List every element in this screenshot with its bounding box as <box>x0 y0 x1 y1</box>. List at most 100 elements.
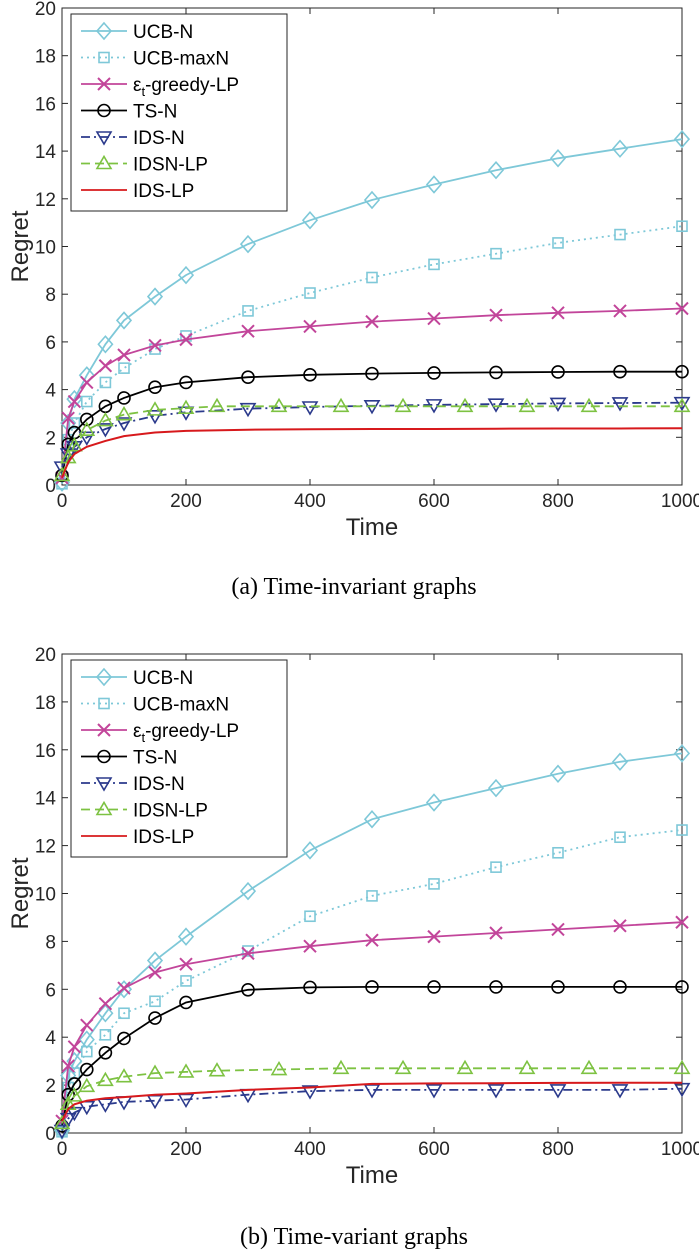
legend-label: IDS-LP <box>133 181 194 202</box>
data-point <box>177 1063 195 1078</box>
data-point <box>117 981 131 995</box>
legend-item-ids-n: IDS-N <box>81 128 185 149</box>
data-point <box>241 324 255 338</box>
legend-marker <box>97 77 111 91</box>
data-point <box>179 332 193 347</box>
data-point <box>115 406 133 421</box>
data-point <box>179 995 193 1010</box>
x-tick-label: 1000 <box>661 491 699 512</box>
legend-item-ucb-n: UCB-N <box>81 667 193 689</box>
x-tick-label: 200 <box>170 1139 202 1160</box>
data-point <box>177 265 195 285</box>
data-point <box>118 1007 130 1020</box>
data-point <box>179 957 193 971</box>
data-point <box>80 1018 94 1032</box>
data-point <box>613 919 627 933</box>
legend-item-ts-n: TS-N <box>81 102 177 123</box>
legend-label: TS-N <box>133 102 177 123</box>
series-line <box>61 986 682 1126</box>
data-point <box>149 343 161 355</box>
data-point <box>148 1011 162 1025</box>
data-point <box>490 861 502 873</box>
data-point <box>61 1059 75 1073</box>
data-point <box>149 995 161 1008</box>
data-point <box>366 271 378 284</box>
data-point <box>613 304 627 318</box>
data-point <box>304 910 316 923</box>
data-point <box>68 417 81 429</box>
data-point <box>487 160 505 180</box>
legend-marker <box>97 749 111 764</box>
legend-item-idsn-lp: IDSN-LP <box>81 801 208 822</box>
data-point <box>366 890 378 902</box>
data-point <box>301 211 319 230</box>
data-point <box>97 423 114 438</box>
data-point <box>146 401 164 416</box>
y-tick-label: 16 <box>35 741 56 762</box>
data-point <box>81 395 93 408</box>
series-line <box>61 138 683 483</box>
legend-marker <box>95 667 113 687</box>
x-tick-label: 600 <box>418 1139 450 1160</box>
series-idsn-lp <box>53 397 691 482</box>
data-point <box>552 237 564 249</box>
x-tick-label: 0 <box>57 491 68 512</box>
data-point <box>117 391 131 405</box>
y-tick-label: 4 <box>45 381 56 402</box>
y-tick-label: 8 <box>45 285 56 306</box>
data-point <box>303 980 317 995</box>
data-point <box>614 228 626 241</box>
series-line <box>61 370 682 476</box>
x-tick-label: 0 <box>57 1139 68 1160</box>
legend-label: UCB-maxN <box>133 49 229 70</box>
legend-item-ucb-maxn: UCB-maxN <box>81 49 229 70</box>
series-line <box>61 427 683 479</box>
data-point <box>673 744 691 763</box>
data-point <box>208 397 226 413</box>
legend-marker <box>95 800 113 816</box>
data-point <box>115 417 133 432</box>
legend-box <box>70 13 288 212</box>
x-tick-label: 200 <box>170 491 202 512</box>
legend: UCB-N UCB-maxN εt-greedy-LP TS-N IDS-N IDSN-L… <box>70 13 288 212</box>
data-point <box>613 980 627 994</box>
y-tick-label: 10 <box>35 238 56 259</box>
series-t-greedy-lp <box>55 915 689 1128</box>
series-line <box>61 1087 683 1132</box>
series-line <box>61 1081 682 1122</box>
data-point <box>241 946 255 961</box>
legend: UCB-N UCB-maxN εt-greedy-LP TS-N IDS-N IDSN-L… <box>70 659 288 858</box>
data-point <box>487 398 505 413</box>
series-ids-lp <box>61 1081 682 1122</box>
data-point <box>241 982 255 997</box>
data-point <box>239 881 257 901</box>
data-point <box>425 175 443 194</box>
legend-label: IDS-N <box>133 128 185 149</box>
legend-box <box>70 659 288 858</box>
data-point <box>177 399 195 415</box>
series-line <box>61 307 683 478</box>
legend-marker <box>95 777 113 792</box>
caption-b: (b) Time-variant graphs <box>240 1224 468 1250</box>
caption-a: (a) Time-invariant graphs <box>231 574 476 600</box>
data-point <box>673 1059 691 1075</box>
legend-item-ids-lp: IDS-LP <box>81 827 194 848</box>
y-tick-label: 16 <box>35 94 56 115</box>
data-point <box>146 1064 164 1079</box>
data-point <box>53 1124 71 1140</box>
data-point <box>365 366 379 381</box>
data-point <box>239 234 257 254</box>
data-point <box>456 397 474 413</box>
data-point <box>363 190 381 210</box>
data-point <box>301 841 319 860</box>
data-point <box>117 348 131 362</box>
data-point <box>428 258 440 271</box>
data-point <box>427 311 441 326</box>
x-tick-label: 400 <box>294 1139 326 1160</box>
series-line <box>61 1067 682 1124</box>
legend-marker <box>98 51 110 64</box>
x-tick-label: 800 <box>542 1139 574 1160</box>
legend-item-ts-n: TS-N <box>81 748 177 769</box>
data-point <box>53 1114 71 1130</box>
